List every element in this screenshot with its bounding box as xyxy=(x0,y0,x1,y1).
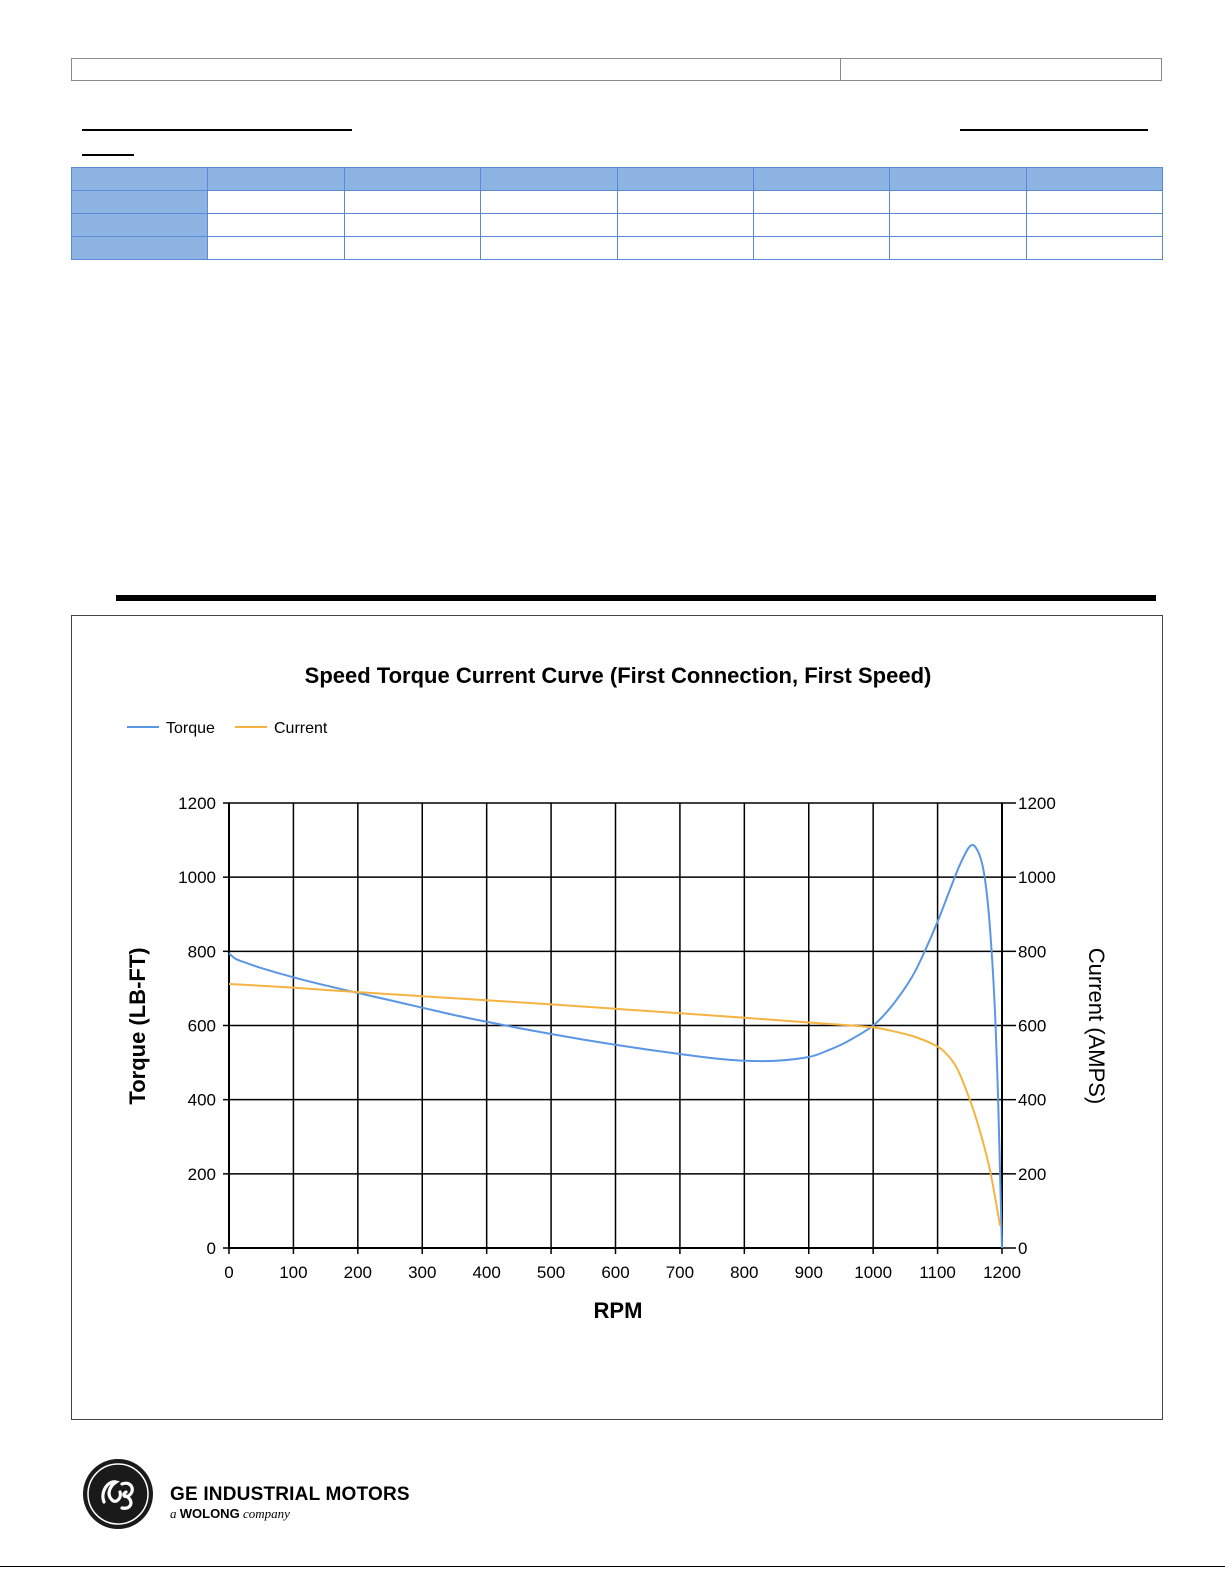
table-header-cell xyxy=(889,167,1027,191)
header-info-cell-left xyxy=(72,59,841,80)
table-cell xyxy=(207,236,345,260)
table-cell xyxy=(343,213,482,237)
table-cell xyxy=(207,213,345,237)
x-tick-label: 800 xyxy=(730,1263,758,1282)
table-cell xyxy=(616,213,754,237)
x-tick-label: 1200 xyxy=(983,1263,1021,1282)
table-header-row xyxy=(70,167,1164,191)
legend-label-torque: Torque xyxy=(166,720,215,737)
chart-legend: Torque Current xyxy=(127,720,328,737)
y-tick-label-right: 1200 xyxy=(1018,794,1056,813)
y-tick-label-right: 200 xyxy=(1018,1165,1046,1184)
x-tick-label: 300 xyxy=(408,1263,436,1282)
table-row xyxy=(70,190,1164,214)
x-tick-label: 1000 xyxy=(854,1263,892,1282)
y-tick-label-left: 400 xyxy=(188,1091,216,1110)
section-heading-underline xyxy=(82,129,352,131)
table-cell xyxy=(616,190,754,214)
table-cell xyxy=(752,213,891,237)
x-tick-label: 600 xyxy=(601,1263,629,1282)
x-tick-label: 100 xyxy=(279,1263,307,1282)
x-tick-label: 900 xyxy=(795,1263,823,1282)
header-info-cell-right xyxy=(841,59,1161,80)
speed-torque-chart: Speed Torque Current Curve (First Connec… xyxy=(125,663,1109,1323)
table-cell xyxy=(752,190,891,214)
x-tick-label: 500 xyxy=(537,1263,565,1282)
ge-monogram-logo xyxy=(83,1459,153,1529)
series-line-current xyxy=(228,982,1002,1226)
y-tick-label-left: 1000 xyxy=(178,868,216,887)
table-row-header xyxy=(70,190,209,214)
x-tick-label: 400 xyxy=(472,1263,500,1282)
table-header-cell xyxy=(343,167,482,191)
x-tick-label: 0 xyxy=(224,1263,233,1282)
y-tick-label-right: 800 xyxy=(1018,942,1046,961)
x-axis-label: RPM xyxy=(594,1298,643,1323)
legend-label-current: Current xyxy=(274,720,328,737)
table-header-cell xyxy=(70,167,209,191)
chart-grid xyxy=(228,802,1003,1249)
table-row-header xyxy=(70,236,209,260)
table-cell xyxy=(616,236,754,260)
chart-axes: 0 100 200 300 400 500 600 700 800 900 1000 1100 1200… xyxy=(178,794,1056,1282)
table-row xyxy=(70,236,1164,260)
y-tick-label-left: 1200 xyxy=(178,794,216,813)
table-cell xyxy=(207,190,345,214)
page-bottom-rule xyxy=(0,1566,1225,1567)
table-header-cell xyxy=(616,167,754,191)
y-tick-label-right: 400 xyxy=(1018,1091,1046,1110)
table-header-cell xyxy=(207,167,345,191)
table-cell xyxy=(480,190,618,214)
chart-title: Speed Torque Current Curve (First Connec… xyxy=(305,663,932,688)
series-line-torque xyxy=(228,843,1003,1249)
table-header-cell xyxy=(752,167,891,191)
section-heading-underline-short xyxy=(82,154,134,156)
table-cell xyxy=(343,190,482,214)
y-tick-label-left: 0 xyxy=(207,1239,216,1258)
chart-series xyxy=(228,843,1003,1249)
table-cell xyxy=(1025,236,1164,260)
y-axis-label-left: Torque (LB-FT) xyxy=(125,947,150,1104)
y-tick-label-right: 1000 xyxy=(1018,868,1056,887)
table-row-header xyxy=(70,213,209,237)
x-tick-label: 700 xyxy=(666,1263,694,1282)
x-tick-label: 1100 xyxy=(919,1263,956,1282)
y-tick-label-left: 800 xyxy=(188,942,216,961)
header-info-box xyxy=(71,58,1162,81)
table-header-cell xyxy=(1025,167,1164,191)
brand-name: GE INDUSTRIAL MOTORS xyxy=(170,1484,410,1505)
section-divider xyxy=(116,595,1156,601)
brand-tagline: a WOLONG company xyxy=(170,1506,290,1521)
table-cell xyxy=(1025,190,1164,214)
footer-branding: GE INDUSTRIAL MOTORS a WOLONG company xyxy=(82,1458,482,1530)
table-cell xyxy=(480,236,618,260)
y-tick-label-left: 200 xyxy=(188,1165,216,1184)
table-cell xyxy=(480,213,618,237)
chart-frame: Speed Torque Current Curve (First Connec… xyxy=(71,615,1163,1420)
table-cell xyxy=(889,190,1027,214)
table-cell xyxy=(889,213,1027,237)
table-cell xyxy=(1025,213,1164,237)
y-tick-label-right: 0 xyxy=(1018,1239,1027,1258)
table-cell xyxy=(343,236,482,260)
y-tick-label-right: 600 xyxy=(1018,1017,1046,1036)
section-heading-underline-right xyxy=(960,129,1148,131)
performance-table xyxy=(70,167,1164,260)
y-tick-label-left: 600 xyxy=(188,1017,216,1036)
table-header-cell xyxy=(480,167,618,191)
table-row xyxy=(70,213,1164,237)
table-cell xyxy=(889,236,1027,260)
y-axis-label-right: Current (AMPS) xyxy=(1084,948,1109,1104)
table-cell xyxy=(752,236,891,260)
x-tick-label: 200 xyxy=(344,1263,372,1282)
